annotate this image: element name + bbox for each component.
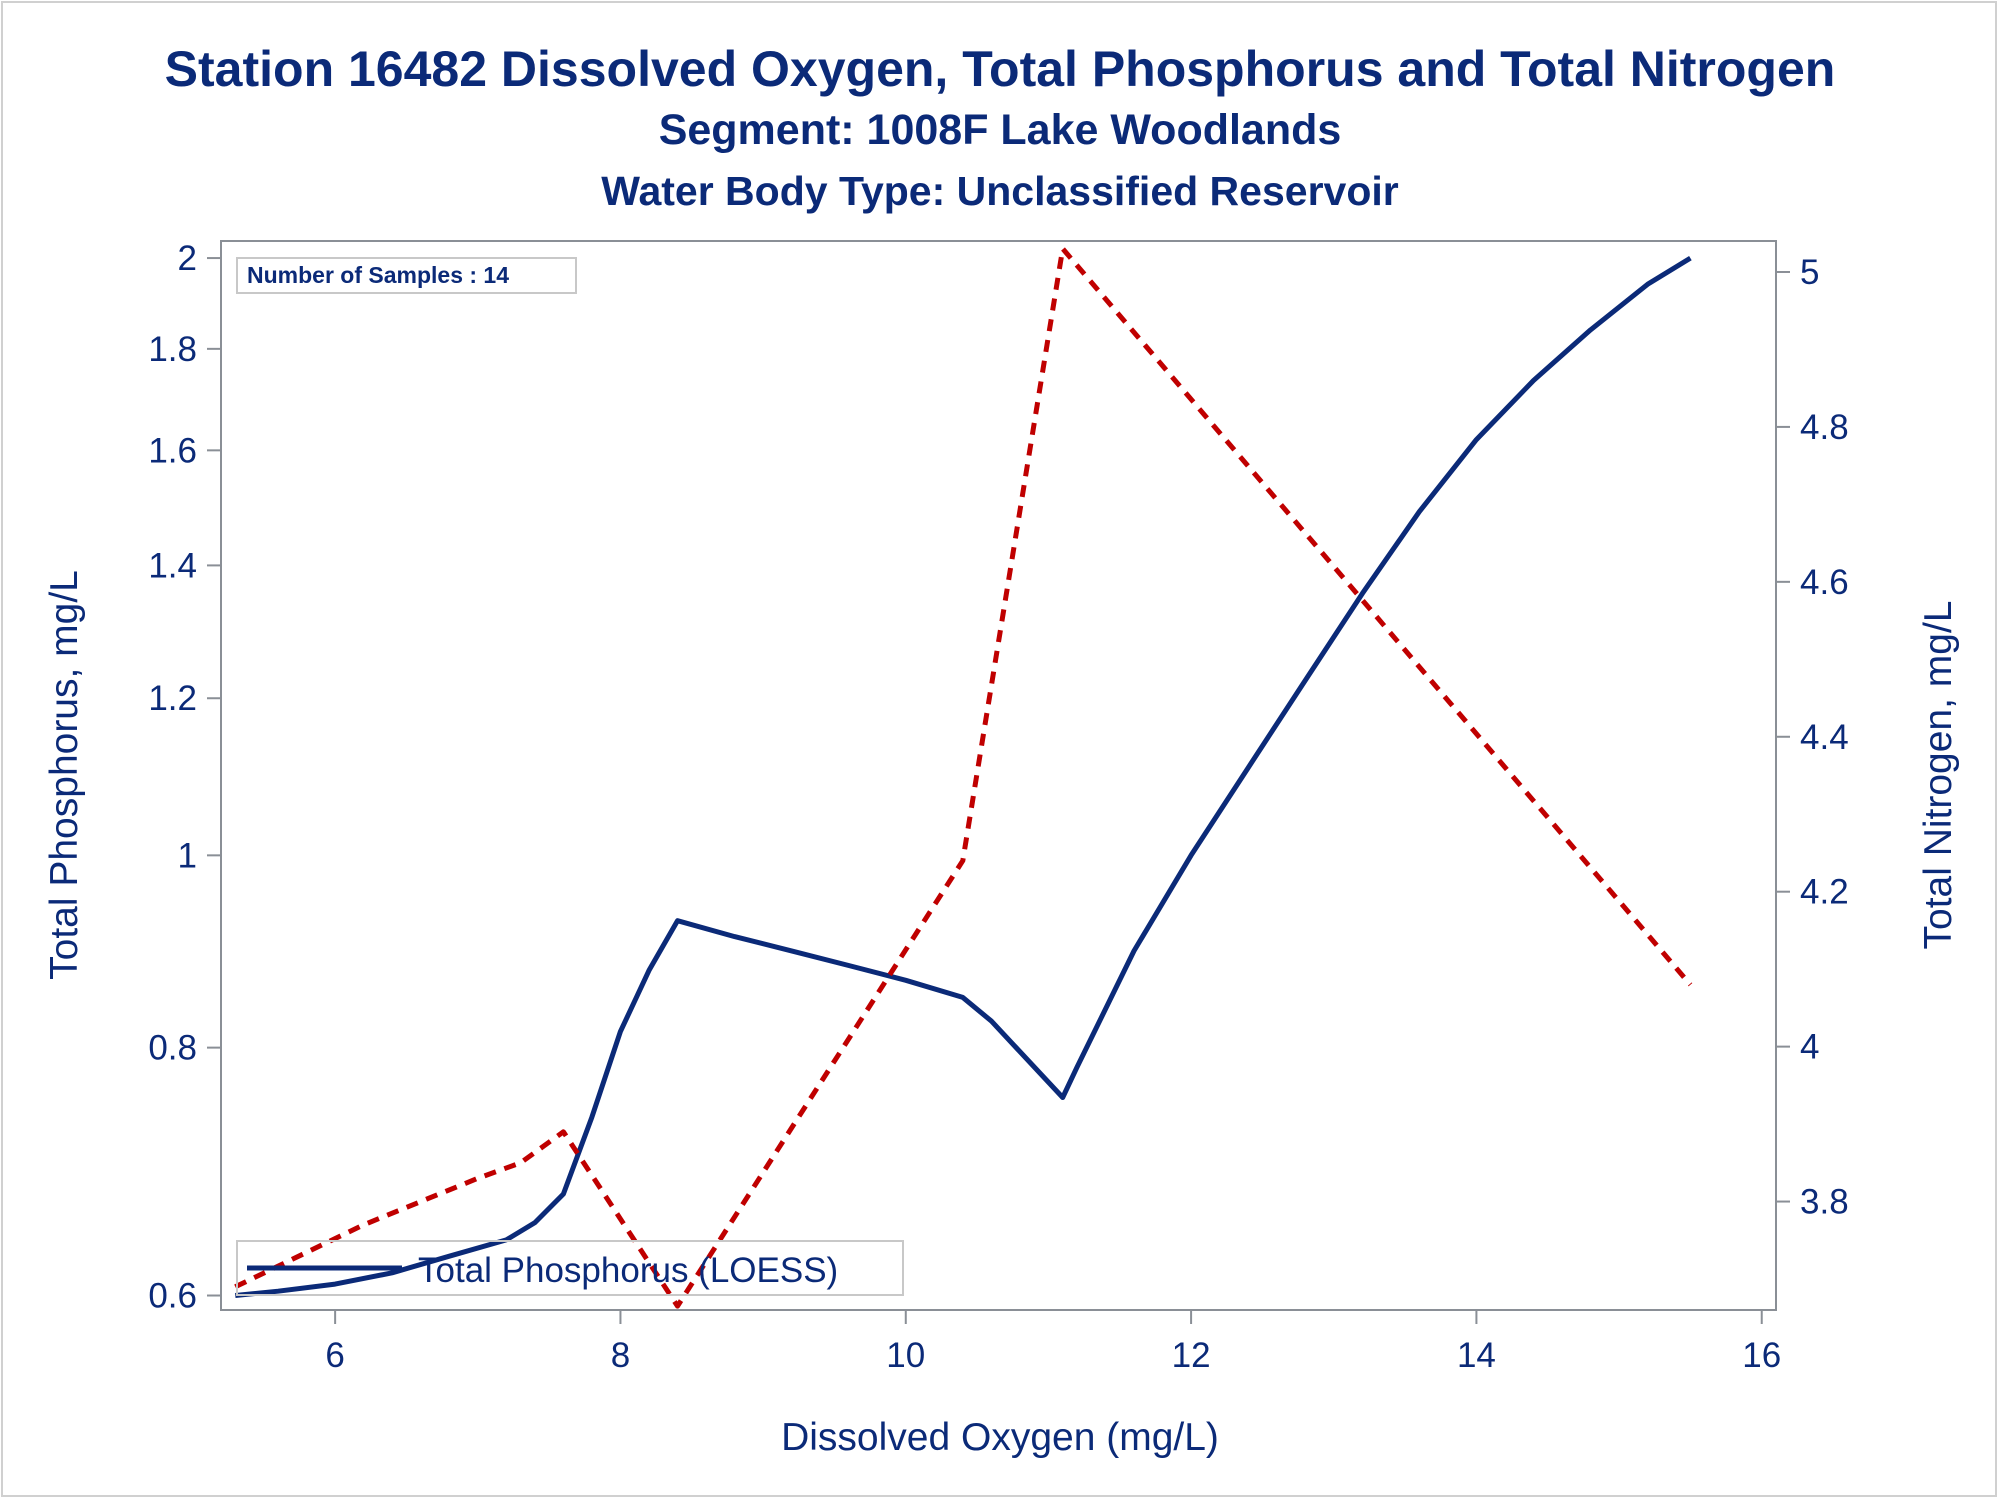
y-tick-label-right: 4.8 bbox=[1800, 408, 1849, 447]
inset-text: Number of Samples : 14 bbox=[247, 262, 509, 288]
x-tick-label: 14 bbox=[1457, 1336, 1496, 1375]
y-tick-label-right: 4 bbox=[1800, 1028, 1819, 1067]
y-tick-label-left: 1.8 bbox=[148, 330, 197, 369]
series-layer bbox=[234, 246, 1693, 1309]
x-tick-label: 6 bbox=[325, 1336, 344, 1375]
legend-label-phosphorus: Total Phosphorus (LOESS) bbox=[418, 1251, 838, 1290]
x-tick-label: 12 bbox=[1172, 1336, 1211, 1375]
sample-count-inset: Number of Samples : 14 bbox=[236, 257, 577, 294]
chart-subtitle-segment: Segment: 1008F Lake Woodlands bbox=[658, 106, 1342, 154]
y-tick-label-left: 1.4 bbox=[148, 546, 197, 585]
chart-title: Station 16482 Dissolved Oxygen, Total Ph… bbox=[164, 41, 1836, 97]
plot-area-frame bbox=[220, 240, 1777, 1311]
y-axis-label-left: Total Phosphorus, mg/L bbox=[43, 570, 86, 980]
y-tick-label-right: 3.8 bbox=[1800, 1183, 1849, 1222]
y-tick-label-right: 5 bbox=[1800, 253, 1819, 292]
y-tick-label-left: 1.2 bbox=[148, 679, 197, 718]
series-line-total-nitrogen bbox=[234, 246, 1693, 1309]
y-tick-label-left: 1 bbox=[178, 836, 197, 875]
y-axis-label-right: Total Nitrogen, mg/L bbox=[1917, 600, 1960, 949]
legend: Total Phosphorus (LOESS) bbox=[236, 1240, 904, 1296]
y-tick-label-right: 4.6 bbox=[1800, 563, 1849, 602]
x-axis-label: Dissolved Oxygen (mg/L) bbox=[781, 1416, 1219, 1459]
y-tick-label-right: 4.4 bbox=[1800, 718, 1849, 757]
legend-box bbox=[236, 1240, 904, 1296]
x-tick-label: 16 bbox=[1742, 1336, 1781, 1375]
chart-subtitle-waterbody: Water Body Type: Unclassified Reservoir bbox=[601, 168, 1399, 214]
y-tick-label-left: 2 bbox=[178, 239, 197, 278]
y-tick-label-left: 0.8 bbox=[148, 1029, 197, 1068]
inset-box bbox=[236, 257, 577, 294]
y-tick-label-left: 1.6 bbox=[148, 431, 197, 470]
x-tick-label: 10 bbox=[886, 1336, 925, 1375]
y-tick-label-right: 4.2 bbox=[1800, 873, 1849, 912]
axis-ticks: 6 8 10 12 14 16 0.6 0.8 1 1.2 1.4 1.6 1.8 2 3.8 4 4.2 4.4… bbox=[148, 239, 1848, 1375]
y-tick-label-left: 0.6 bbox=[148, 1277, 197, 1316]
series-line-total-phosphorus bbox=[235, 255, 1692, 1298]
x-tick-label: 8 bbox=[611, 1336, 630, 1375]
